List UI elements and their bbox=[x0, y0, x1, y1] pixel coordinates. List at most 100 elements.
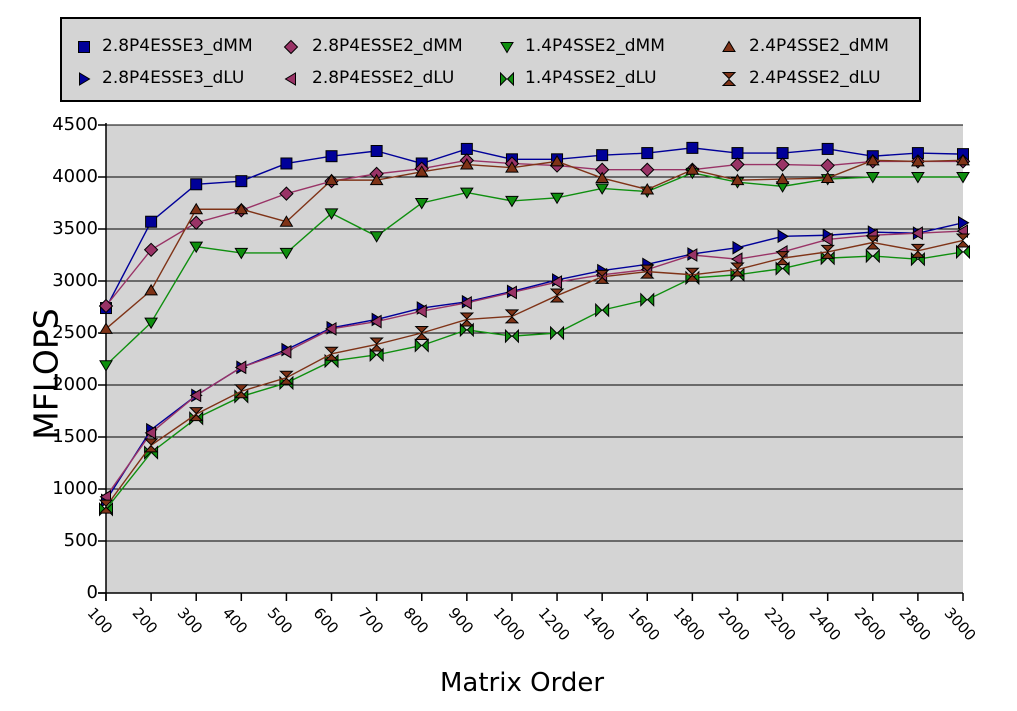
data-point-marker bbox=[640, 183, 655, 195]
data-point-marker bbox=[144, 283, 158, 296]
data-point-marker bbox=[821, 232, 833, 247]
data-point-marker bbox=[721, 72, 737, 80]
data-point-marker bbox=[596, 149, 609, 162]
data-point-marker bbox=[376, 347, 384, 363]
data-point-marker bbox=[640, 162, 655, 177]
data-point-marker bbox=[234, 360, 247, 375]
legend-label: 2.8P4ESSE3_dMM bbox=[102, 36, 253, 56]
data-point-marker bbox=[504, 316, 520, 324]
data-point-marker bbox=[956, 153, 970, 166]
plot-area-background bbox=[106, 125, 963, 593]
data-point-marker bbox=[414, 165, 429, 177]
data-point-marker bbox=[459, 187, 474, 200]
legend: 2.8P4ESSE3_dMM 2.8P4ESSE2_dMM 1.4P4SSE2_dM… bbox=[60, 17, 921, 102]
data-point-marker bbox=[647, 292, 655, 307]
data-point-marker bbox=[414, 198, 429, 210]
y-tick-label: 1000 bbox=[52, 478, 98, 499]
data-point-marker bbox=[283, 39, 299, 55]
data-point-marker bbox=[911, 154, 925, 167]
data-point-marker bbox=[421, 338, 429, 353]
data-point-marker bbox=[78, 41, 90, 53]
data-point-marker bbox=[99, 322, 113, 334]
data-point-marker bbox=[640, 271, 655, 279]
data-point-marker bbox=[144, 317, 158, 330]
legend-label: 2.8P4ESSE2_dLU bbox=[312, 68, 455, 88]
y-tick-label: 3500 bbox=[52, 218, 98, 239]
data-point-marker bbox=[189, 413, 204, 422]
data-point-marker bbox=[777, 229, 790, 244]
data-point-marker bbox=[685, 248, 698, 262]
data-point-marker bbox=[721, 78, 737, 86]
triangle-up-legend-icon bbox=[722, 40, 736, 52]
data-point-marker bbox=[369, 347, 377, 363]
data-point-marker bbox=[189, 407, 204, 415]
data-point-marker bbox=[98, 499, 114, 507]
data-point-marker bbox=[640, 264, 655, 272]
series-line bbox=[105, 230, 964, 498]
data-point-marker bbox=[284, 72, 296, 86]
data-point-marker bbox=[414, 338, 422, 353]
legend-label: 1.4P4SSE2_dLU bbox=[525, 68, 657, 88]
data-point-marker bbox=[370, 145, 383, 157]
data-point-marker bbox=[234, 247, 249, 260]
triangle-down-legend-icon bbox=[500, 42, 514, 54]
y-tick-label: 0 bbox=[86, 582, 98, 603]
data-point-marker bbox=[460, 295, 472, 310]
data-point-marker bbox=[556, 325, 565, 341]
y-tick-label: 3000 bbox=[52, 270, 98, 291]
data-point-marker bbox=[911, 226, 923, 241]
data-point-marker bbox=[279, 370, 294, 378]
bowtie-horizontal-legend-icon bbox=[500, 71, 514, 87]
data-point-marker bbox=[189, 241, 204, 254]
data-point-marker bbox=[369, 344, 384, 352]
data-point-marker bbox=[686, 141, 699, 154]
data-point-marker bbox=[775, 257, 790, 266]
data-point-marker bbox=[459, 158, 474, 170]
data-point-marker bbox=[414, 326, 429, 334]
data-point-marker bbox=[279, 344, 292, 359]
data-point-marker bbox=[280, 157, 293, 170]
data-point-marker bbox=[369, 231, 384, 243]
data-point-marker bbox=[549, 288, 565, 296]
data-point-marker bbox=[234, 384, 249, 392]
data-point-marker bbox=[731, 252, 743, 267]
data-point-marker bbox=[595, 302, 603, 318]
data-point-marker bbox=[279, 377, 294, 385]
data-point-marker bbox=[143, 438, 159, 446]
y-tick-label: 1500 bbox=[52, 426, 98, 447]
series-line bbox=[105, 239, 964, 508]
data-point-marker bbox=[459, 322, 468, 338]
x-axis-title: Matrix Order bbox=[439, 668, 605, 698]
data-point-marker bbox=[235, 175, 248, 188]
data-point-marker bbox=[466, 322, 474, 338]
data-point-marker bbox=[189, 388, 202, 403]
data-point-marker bbox=[279, 186, 294, 201]
data-point-marker bbox=[775, 172, 790, 185]
data-point-marker bbox=[145, 215, 158, 228]
data-point-marker bbox=[730, 173, 745, 186]
y-axis-title: MFLOPS bbox=[26, 308, 66, 440]
data-point-marker bbox=[324, 173, 339, 186]
data-point-marker bbox=[143, 242, 159, 258]
data-point-marker bbox=[775, 251, 790, 259]
data-point-marker bbox=[550, 275, 563, 289]
data-point-marker bbox=[189, 202, 204, 215]
data-point-marker bbox=[279, 215, 294, 227]
data-point-marker bbox=[955, 240, 971, 248]
legend-label: 1.4P4SSE2_dMM bbox=[525, 36, 665, 56]
triangle-left-legend-icon bbox=[284, 72, 296, 86]
data-point-marker bbox=[956, 244, 964, 260]
series-line bbox=[105, 172, 963, 366]
data-point-marker bbox=[369, 337, 384, 345]
data-point-marker bbox=[962, 244, 970, 260]
data-point-marker bbox=[821, 142, 834, 155]
legend-label: 2.8P4ESSE3_dLU bbox=[102, 68, 245, 88]
series-line bbox=[105, 159, 964, 330]
data-point-marker bbox=[601, 302, 610, 318]
data-point-marker bbox=[504, 328, 513, 344]
data-point-marker bbox=[595, 183, 610, 195]
legend-label: 2.4P4SSE2_dMM bbox=[749, 36, 889, 56]
data-point-marker bbox=[506, 71, 514, 87]
data-point-marker bbox=[144, 425, 157, 440]
